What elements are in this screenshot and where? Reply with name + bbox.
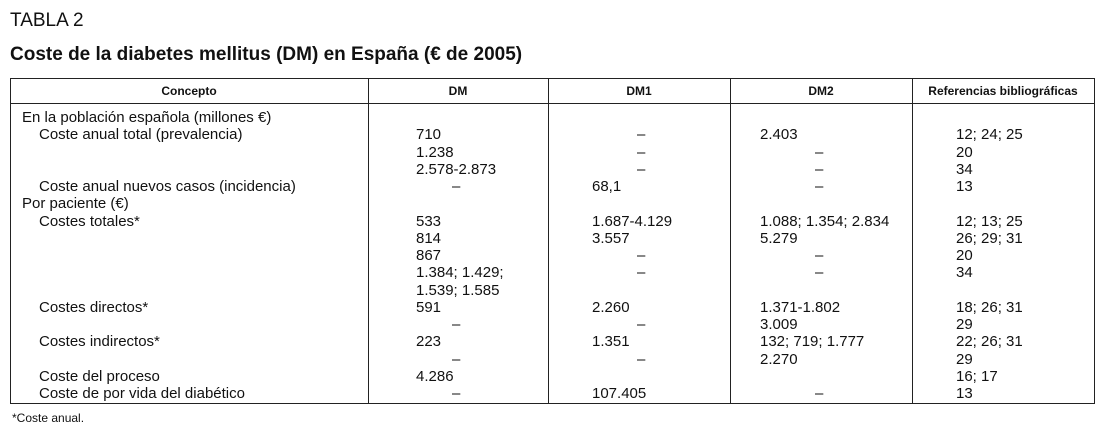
cell: –: [637, 264, 646, 282]
cell: 2.403: [760, 126, 798, 144]
cell: –: [815, 178, 824, 195]
cell: 34: [956, 264, 973, 282]
cell: 710: [416, 126, 442, 144]
cell: 591: [416, 298, 442, 316]
cell: 1.088; 1.354; 2.834: [760, 212, 890, 230]
cell: 132; 719; 1.777: [760, 333, 865, 351]
cell: –: [452, 385, 461, 402]
cell: 29: [956, 316, 973, 333]
row-label: Costes directos*: [39, 298, 149, 316]
row-label: Coste anual total (prevalencia): [39, 126, 243, 144]
cell: 4.286: [416, 367, 454, 385]
cell: 18; 26; 31: [956, 298, 1023, 316]
cell: 68,1: [592, 178, 622, 195]
cell: 3.557: [592, 229, 630, 247]
row-label: Coste de por vida del diabético: [39, 385, 245, 402]
cell: 16; 17: [956, 367, 998, 385]
column-header: Concepto: [161, 84, 217, 98]
cell: –: [815, 385, 824, 402]
cell: 1.687-4.129: [592, 212, 673, 230]
cell: 34: [956, 160, 973, 178]
column-rule: [730, 78, 731, 404]
column-header: DM2: [808, 84, 834, 98]
section-label: En la población española (millones €): [22, 109, 272, 126]
cell: 1.351: [592, 333, 630, 351]
table-label: TABLA 2: [10, 10, 84, 31]
cell: 20: [956, 247, 973, 264]
cell: 1.371-1.802: [760, 298, 841, 316]
cell: 1.384; 1.429;: [416, 264, 504, 282]
cell: –: [637, 350, 646, 368]
footnote: *Coste anual.: [12, 411, 85, 425]
cell: 223: [416, 333, 442, 351]
cell: –: [815, 143, 824, 161]
cell: 867: [416, 247, 442, 264]
cell: –: [452, 316, 461, 333]
cell: 1.539; 1.585: [416, 281, 500, 299]
cell: 12; 13; 25: [956, 212, 1023, 230]
cell: 533: [416, 212, 442, 230]
column-rule: [912, 78, 913, 404]
cell: 13: [956, 178, 973, 195]
cell: 814: [416, 229, 442, 247]
column-header: DM: [448, 84, 468, 98]
cell: 3.009: [760, 316, 798, 333]
row-label: Coste del proceso: [39, 367, 160, 385]
column-header: Referencias bibliográficas: [928, 84, 1078, 98]
cell: –: [815, 247, 824, 264]
row-label: Costes totales*: [39, 212, 140, 230]
cell: –: [637, 143, 646, 161]
cell: –: [637, 126, 646, 144]
column-rule: [368, 78, 369, 404]
cell: 1.238: [416, 143, 454, 161]
cell: 2.578-2.873: [416, 160, 497, 178]
column-header: DM1: [626, 84, 652, 98]
table-title: Coste de la diabetes mellitus (DM) en Es…: [10, 44, 523, 65]
rule: [10, 103, 1094, 104]
cell: –: [452, 350, 461, 368]
cell: 13: [956, 385, 973, 402]
cell: –: [637, 160, 646, 178]
cell: 26; 29; 31: [956, 229, 1023, 247]
cell: 22; 26; 31: [956, 333, 1023, 351]
rule: [10, 403, 1094, 404]
cell: 2.270: [760, 350, 798, 368]
row-label: Costes indirectos*: [39, 333, 160, 351]
cell: –: [815, 264, 824, 282]
cell: 2.260: [592, 298, 630, 316]
rule: [10, 78, 1094, 79]
cell: –: [815, 160, 824, 178]
section-label: Por paciente (€): [22, 195, 129, 213]
cell: 5.279: [760, 229, 798, 247]
row-label: Coste anual nuevos casos (incidencia): [39, 178, 296, 195]
cell: 20: [956, 143, 973, 161]
column-rule: [1094, 78, 1095, 404]
cell: 29: [956, 350, 973, 368]
column-rule: [548, 78, 549, 404]
cell: –: [637, 316, 646, 333]
cell: –: [452, 178, 461, 195]
cell: –: [637, 247, 646, 264]
column-rule: [10, 78, 11, 404]
cell: 12; 24; 25: [956, 126, 1023, 144]
cell: 107.405: [592, 385, 647, 402]
